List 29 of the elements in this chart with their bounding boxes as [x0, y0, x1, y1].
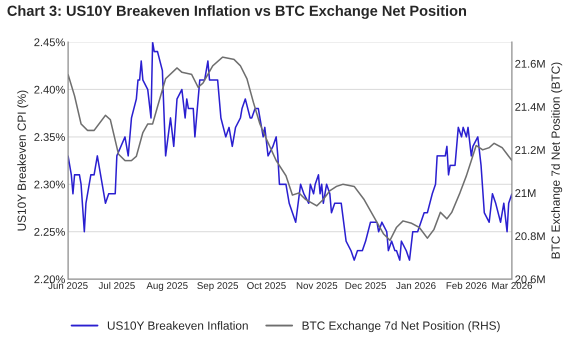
line-series	[68, 56, 512, 242]
x-tick-label: Oct 2025	[247, 282, 286, 290]
y-tick-label: 2.40%	[34, 86, 65, 94]
y-tick-label: 2.20%	[34, 275, 65, 284]
x-tick-label: Aug 2025	[146, 282, 188, 291]
y2-tick-label: 21.4M	[515, 103, 545, 111]
legend-label: US10Y Breakeven Inflation	[108, 321, 248, 330]
x-tick-label: Jul 2025	[98, 282, 135, 290]
y-tick-label: 2.35%	[34, 133, 65, 142]
y-tick-label: 2.25%	[34, 228, 65, 236]
x-tick-label: Jan 2026	[396, 282, 436, 290]
x-tick-label: Feb 2026	[446, 282, 487, 290]
x-tick-label: Jun 2025	[48, 282, 88, 290]
y2-axis-title: BTC Exchange 7d Net Position (BTC)	[551, 62, 562, 258]
y2-tick-label: 21M	[515, 189, 536, 197]
x-tick-label: Dec 2025	[346, 282, 386, 290]
y-axis-title: US10Y Breakeven CPI (%)	[17, 90, 28, 230]
chart-title: Chart 3: US10Y Breakeven Inflation vs BTC Exchange Net Position	[7, 5, 466, 19]
x-tick-label: Sep 2025	[197, 282, 238, 291]
y2-tick-label: 21.2M	[515, 146, 545, 154]
x-tick-label: Nov 2025	[296, 282, 338, 290]
line-series	[68, 42, 512, 261]
y2-tick-label: 21.6M	[515, 60, 545, 68]
x-tick-label: Mar 2026	[492, 282, 532, 290]
y-tick-label: 2.45%	[34, 38, 65, 46]
y2-tick-label: 20.8M	[515, 232, 545, 240]
y2-tick-label: 20.6M	[515, 275, 545, 284]
y-tick-label: 2.30%	[34, 180, 65, 188]
legend-label: BTC Exchange 7d Net Position (RHS)	[302, 321, 500, 332]
